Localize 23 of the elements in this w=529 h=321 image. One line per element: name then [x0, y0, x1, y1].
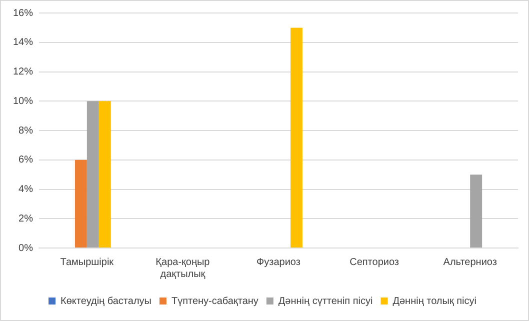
- y-tick-label: 4%: [18, 184, 34, 195]
- bar: [74, 160, 87, 248]
- bar: [86, 101, 99, 248]
- y-tick-label: 6%: [18, 154, 34, 166]
- y-tick-label: 8%: [18, 125, 34, 136]
- legend-label: Дәннің толық пісуі: [392, 296, 476, 307]
- bar: [470, 174, 482, 248]
- bar: [98, 101, 111, 248]
- x-tick-label: Альтерниоз: [443, 256, 498, 268]
- x-tick-label: Тамыршірік: [60, 256, 114, 268]
- y-tick-label: 2%: [18, 213, 34, 224]
- bar: [290, 28, 302, 248]
- x-tick-label: Фузариоз: [256, 256, 301, 268]
- y-tick-label: 0%: [18, 242, 34, 254]
- x-tick-label: Септориоз: [350, 256, 400, 268]
- y-tick-label: 16%: [13, 8, 34, 19]
- y-tick-label: 14%: [13, 37, 34, 48]
- legend-label: Дәннің сүттеніп пісуі: [278, 296, 373, 307]
- y-tick-label: 12%: [13, 66, 34, 78]
- legend-label: Түптену-сабақтану: [171, 296, 258, 307]
- legend-label: Көктеудің басталуы: [60, 296, 152, 307]
- y-tick-label: 10%: [13, 96, 34, 107]
- x-tick-label: Қара-қоңыр дақтылық: [156, 256, 210, 280]
